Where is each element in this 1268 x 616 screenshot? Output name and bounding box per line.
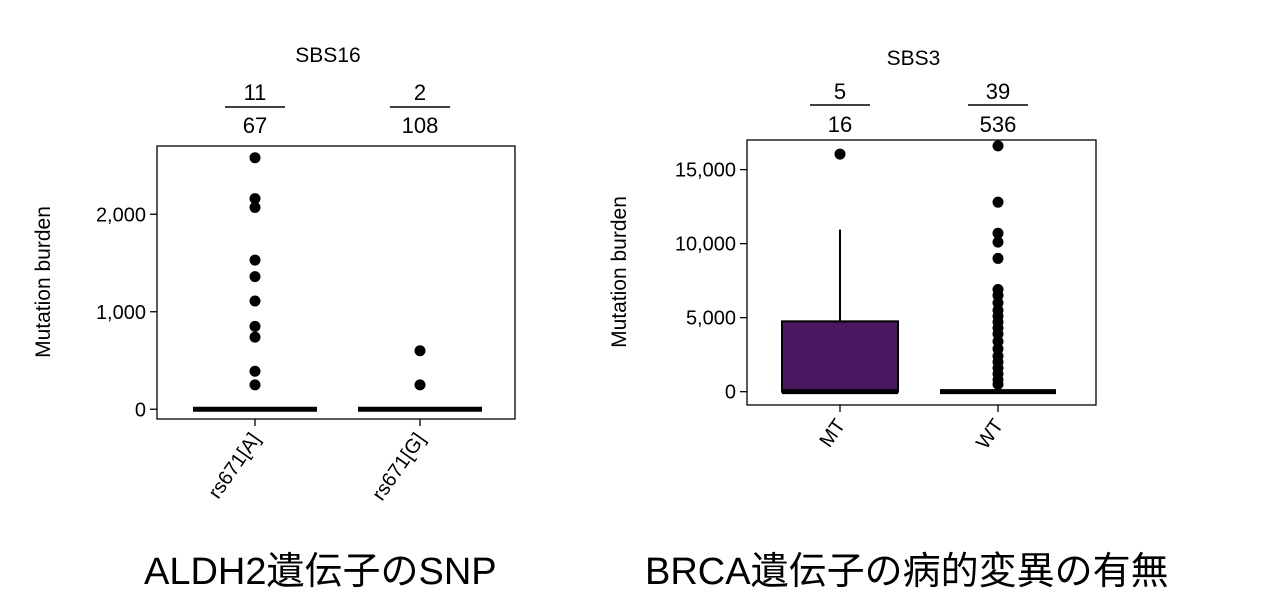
fraction-numerator: 5 xyxy=(834,79,846,104)
x-tick-label: rs671[A] xyxy=(204,429,265,503)
caption-brca: BRCA遺伝子の病的変異の有無 xyxy=(645,551,1169,593)
fraction-numerator: 2 xyxy=(414,80,426,105)
chart-title: SBS3 xyxy=(887,47,941,70)
chart-title: SBS16 xyxy=(295,44,360,67)
plot-frame xyxy=(156,145,516,420)
y-tick-label: 0 xyxy=(725,382,736,404)
y-tick-label: 15,000 xyxy=(675,160,736,182)
outlier-point xyxy=(414,345,426,357)
fraction-denominator: 108 xyxy=(402,113,439,138)
x-tick-label: WT xyxy=(972,415,1008,453)
outlier-point xyxy=(249,295,261,307)
outlier-point xyxy=(249,379,261,391)
y-tick-label: 0 xyxy=(135,399,146,421)
fraction-numerator: 11 xyxy=(244,80,267,105)
outlier-point xyxy=(992,196,1004,208)
chart-panel-sbs3: SBS3 Mutation burden 0 5,000 10,000 15,000 5 16… xyxy=(608,47,1097,453)
outlier-point xyxy=(992,378,1004,390)
fraction-numerator: 39 xyxy=(986,79,1010,104)
y-tick-label: 5,000 xyxy=(686,308,736,330)
caption-aldh2: ALDH2遺伝子のSNP xyxy=(144,551,497,593)
outlier-point xyxy=(249,254,261,266)
y-axis-label: Mutation burden xyxy=(32,206,55,358)
outlier-point xyxy=(834,148,846,160)
outlier-point xyxy=(249,201,261,213)
outlier-point xyxy=(992,227,1004,239)
outlier-point xyxy=(249,152,261,164)
y-axis-label: Mutation burden xyxy=(608,196,631,348)
outlier-point xyxy=(249,193,261,205)
x-tick-label: MT xyxy=(816,415,851,451)
fraction-denominator: 67 xyxy=(243,113,267,138)
outlier-point xyxy=(992,236,1004,248)
outlier-point xyxy=(992,140,1004,152)
y-tick-label: 10,000 xyxy=(675,234,736,256)
chart-panel-sbs16: SBS16 Mutation burden 0 1,000 2,000 11 67 rs671… xyxy=(32,44,516,505)
y-tick-label: 1,000 xyxy=(96,302,146,324)
outlier-point xyxy=(249,365,261,377)
box-body xyxy=(781,320,899,393)
outlier-point xyxy=(249,331,261,343)
outlier-point xyxy=(249,271,261,283)
outlier-point xyxy=(414,379,426,391)
fraction-denominator: 16 xyxy=(828,112,852,137)
outlier-point xyxy=(249,320,261,332)
x-tick-label: rs671[G] xyxy=(368,429,430,504)
outlier-point xyxy=(992,252,1004,264)
fraction-denominator: 536 xyxy=(980,112,1017,137)
y-tick-label: 2,000 xyxy=(96,204,146,226)
plot-frame xyxy=(746,139,1097,406)
